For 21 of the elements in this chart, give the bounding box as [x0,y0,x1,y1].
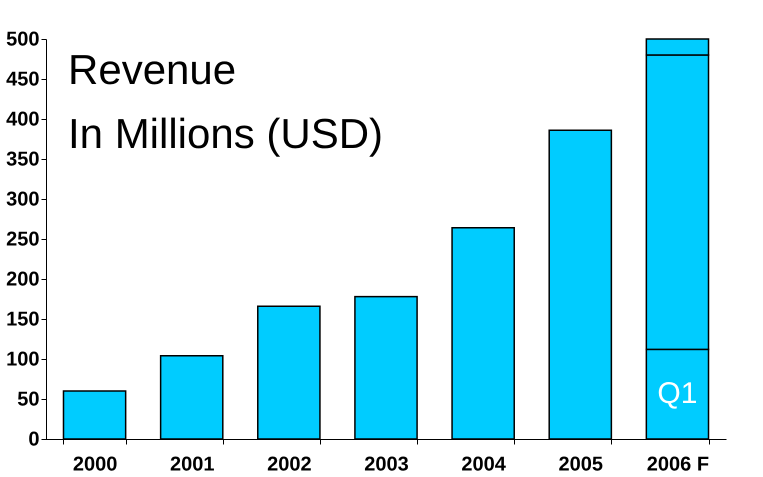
chart-title: Revenue [68,46,236,93]
y-tick-label: 450 [6,68,40,90]
y-tick-label: 50 [17,388,40,410]
y-tick-label: 300 [6,188,40,210]
x-tick-label: 2006 F [646,454,710,476]
y-tick-label: 350 [6,148,40,170]
x-tick-label: 2004 [461,454,507,476]
text: In Millions (USD) [68,110,384,157]
x-tick-label: 2001 [170,454,214,476]
y-tick-label: 500 [6,28,40,50]
y-tick-label: 400 [6,108,40,130]
annotation: Q1 [657,377,698,410]
x-tick-label: 2002 [267,454,312,476]
x-tick-label: 2003 [364,454,409,476]
y-tick-label: 200 [6,268,40,290]
y-tick-label: 150 [6,308,40,330]
y-tick-label: 250 [6,228,40,250]
x-tick-label: 2005 [558,454,604,476]
x-tick-label: 2000 [72,454,118,476]
y-tick-label: 0 [28,428,40,450]
y-tick-label: 100 [6,348,40,370]
